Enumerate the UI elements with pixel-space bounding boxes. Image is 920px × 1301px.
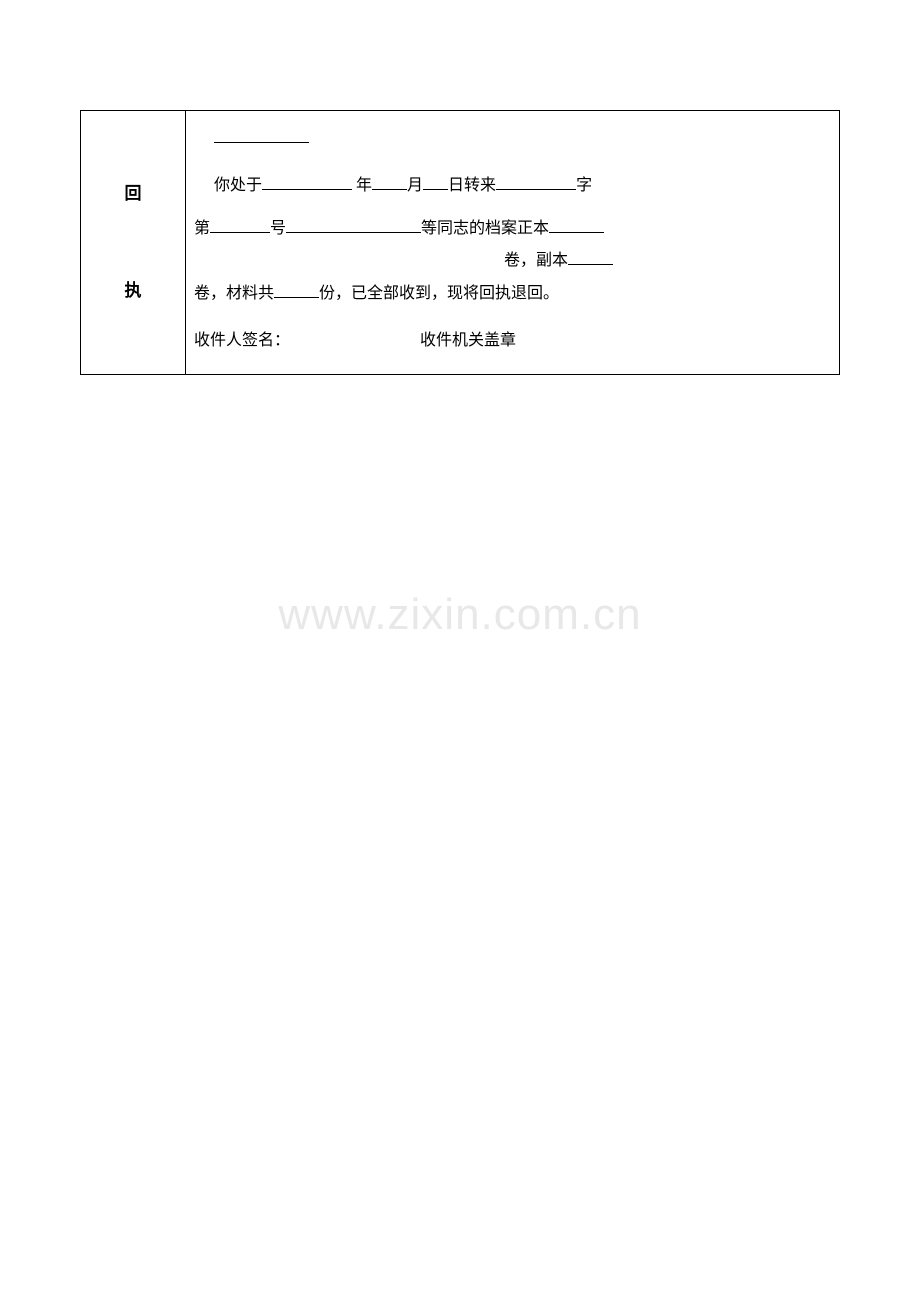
line-4: 卷，材料共 份，已全部收到，现将回执退回。	[194, 280, 827, 309]
text-fen: 份，已全部收到，现将回执退回。	[319, 285, 559, 302]
blank-hao[interactable]	[210, 215, 270, 233]
signature-label: 收件人签名：	[194, 332, 290, 349]
text-juan1: 卷，副本	[504, 247, 568, 276]
blank-month[interactable]	[372, 172, 407, 190]
text-hao: 号	[270, 220, 286, 237]
blank-zhengben[interactable]	[549, 215, 604, 233]
text-juan2: 卷，材料共	[194, 285, 274, 302]
line-3: 卷，副本	[194, 247, 827, 276]
line-2: 第 号 等同志的档案正本	[194, 215, 827, 244]
blank-name[interactable]	[286, 215, 421, 233]
label-char-2: 执	[81, 282, 185, 299]
text-zi: 字	[576, 177, 592, 194]
text-nichuyu: 你处于	[214, 177, 262, 194]
blank-day[interactable]	[423, 172, 448, 190]
blank-date[interactable]	[262, 172, 352, 190]
text-year: 年	[352, 177, 372, 194]
signature-row: 收件人签名： 收件机关盖章	[194, 327, 827, 356]
blank-fen[interactable]	[274, 280, 319, 298]
receipt-form-table: 回 执 你处于 年月日转来字 第号等同志的档案正本 卷，副本 卷，材料共份	[80, 110, 840, 375]
watermark-text: www.zixin.com.cn	[0, 590, 920, 640]
blank-top[interactable]	[214, 125, 309, 143]
top-blank-line	[214, 125, 827, 154]
line-1: 你处于 年 月 日转来 字	[194, 172, 827, 201]
label-spacer	[81, 202, 185, 282]
text-di: 第	[194, 220, 210, 237]
left-label-cell: 回 执	[81, 111, 186, 375]
right-content-cell: 你处于 年 月 日转来 字 第 号 等同志的档案正本 卷，副本 卷，材料共 份，已全部收到，…	[186, 111, 840, 375]
text-day: 日转来	[448, 177, 496, 194]
stamp-label: 收件机关盖章	[420, 332, 516, 349]
text-month: 月	[407, 177, 423, 194]
blank-zi[interactable]	[496, 172, 576, 190]
document-page: 回 执 你处于 年月日转来字 第号等同志的档案正本 卷，副本 卷，材料共份	[0, 0, 920, 375]
label-char-1: 回	[81, 185, 185, 202]
blank-fuben[interactable]	[568, 247, 613, 265]
text-archive: 等同志的档案正本	[421, 220, 549, 237]
